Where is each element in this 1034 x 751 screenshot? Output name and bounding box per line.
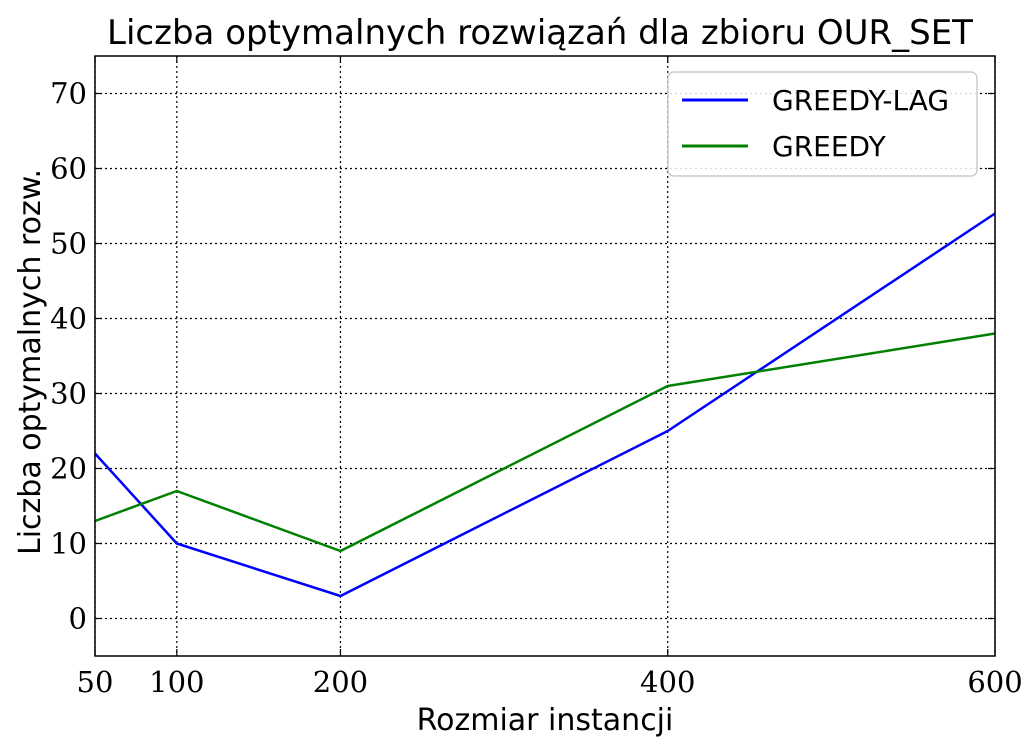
y-axis-label: Liczba optymalnych rozw.	[13, 169, 48, 555]
x-tick-label: 50	[77, 665, 114, 699]
legend-label-greedy: GREEDY	[772, 130, 887, 163]
chart-title: Liczba optymalnych rozwiązań dla zbioru …	[107, 13, 973, 53]
y-tick-label: 0	[69, 602, 87, 636]
legend-label-greedy-lag: GREEDY-LAG	[772, 84, 949, 117]
x-tick-label: 400	[640, 665, 695, 699]
x-axis-label: Rozmiar instancji	[417, 703, 674, 738]
y-tick-label: 50	[50, 227, 87, 261]
y-tick-label: 70	[50, 77, 87, 111]
y-tick-label: 40	[50, 302, 87, 336]
legend: GREEDY-LAG GREEDY	[667, 71, 978, 177]
legend-box	[667, 71, 978, 177]
y-tick-label: 10	[50, 527, 87, 561]
y-tick-label: 60	[50, 152, 87, 186]
series-line-greedy	[94, 332, 996, 553]
x-tick-label: 100	[149, 665, 204, 699]
y-tick-label: 20	[50, 452, 87, 486]
ticks: 50 100 200 400 600 0 10 20 30 40 50 60 70	[50, 56, 1023, 699]
x-tick-label: 200	[313, 665, 368, 699]
plot-frame	[94, 55, 996, 657]
series-line-greedy-lag	[94, 212, 996, 598]
series-layer	[94, 212, 996, 598]
y-tick-label: 30	[50, 377, 87, 411]
x-tick-label: 600	[967, 665, 1022, 699]
